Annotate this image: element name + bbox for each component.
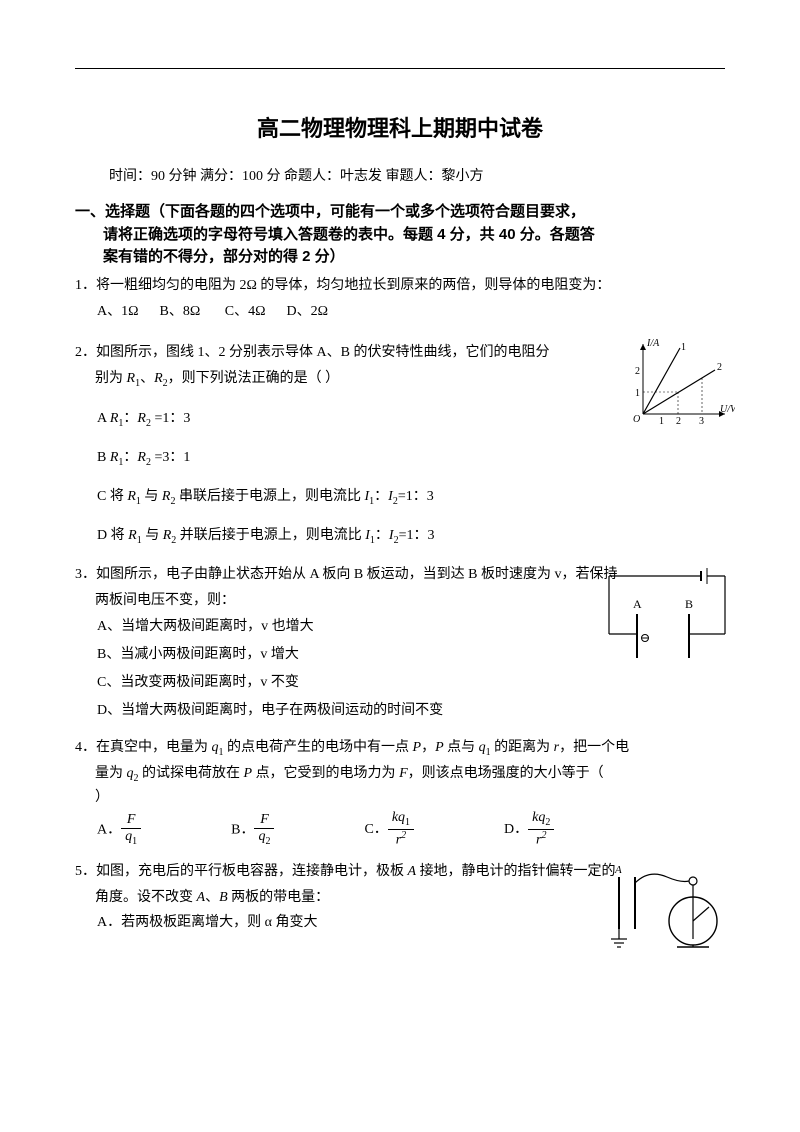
- q4-line1: 4．在真空中，电量为 q1 的点电荷产生的电场中有一点 P，P 点与 q1 的距…: [75, 735, 725, 762]
- q2-l2b: 、: [140, 371, 154, 386]
- section-head-line1: 一、选择题（下面各题的四个选项中，可能有一个或多个选项符合题目要求，: [75, 203, 585, 220]
- q2-l2c: ，则下列说法正确的是（ ）: [168, 371, 340, 386]
- q4-optB: B．Fq2: [231, 812, 274, 849]
- q2-optB: B R1：R2 =3：1: [97, 446, 725, 471]
- top-horizontal-rule: [75, 68, 725, 69]
- q3-circuit: A B: [589, 562, 739, 691]
- svg-text:2: 2: [717, 362, 722, 373]
- q4-optA: A．Fq1: [97, 812, 141, 849]
- svg-text:1: 1: [635, 388, 640, 399]
- q1-options: A、1Ω B、8Ω C、4Ω D、2Ω: [75, 299, 725, 326]
- svg-text:1: 1: [681, 342, 686, 353]
- svg-text:U/V: U/V: [720, 404, 735, 415]
- section-head-line3: 案有错的不得分，部分对的得 2 分）: [75, 248, 345, 265]
- question-4: 4．在真空中，电量为 q1 的点电荷产生的电场中有一点 P，P 点与 q1 的距…: [75, 735, 725, 850]
- page-title: 高二物理物理科上期期中试卷: [75, 110, 725, 147]
- q4-line3: ）: [75, 786, 725, 810]
- question-3: 3．如图所示，电子由静止状态开始从 A 板向 B 板运动，当到达 B 板时速度为…: [75, 562, 725, 724]
- exam-meta: 时间：90 分钟 满分：100 分 命题人：叶志发 审题人：黎小方: [109, 165, 725, 189]
- question-2: 2．如图所示，图线 1、2 分别表示导体 A、B 的伏安特性曲线，它们的电阻分 …: [75, 340, 725, 549]
- q2-graph: I/A U/V 1 2 1 2 1 2 3 O: [625, 336, 735, 437]
- svg-text:1: 1: [659, 416, 664, 427]
- svg-text:B: B: [685, 597, 693, 611]
- q4-options: A．Fq1 B．Fq2 C．kq1r2 D．kq2r2: [75, 810, 725, 849]
- question-5: 5．如图，充电后的平行板电容器，连接静电计，极板 A 接地，静电计的指针偏转一定…: [75, 859, 725, 936]
- q3-optD: D、当增大两极间距离时，电子在两极间运动的时间不变: [97, 697, 725, 725]
- svg-text:I/A: I/A: [646, 338, 660, 349]
- q2-optC: C 将 R1 与 R2 串联后接于电源上，则电流比 I1：I2=1：3: [97, 485, 725, 510]
- q2-r2: R: [154, 371, 163, 386]
- q4-optD: D．kq2r2: [504, 810, 554, 849]
- q4-line2: 量为 q2 的试探电荷放在 P 点，它受到的电场力为 F，则该点电场强度的大小等…: [75, 762, 725, 787]
- question-1: 1．将一粗细均匀的电阻为 2Ω 的导体，均匀地拉长到原来的两倍，则导体的电阻变为…: [75, 273, 725, 326]
- svg-text:2: 2: [676, 416, 681, 427]
- q4-optC: C．kq1r2: [364, 810, 414, 849]
- q1-stem: 1．将一粗细均匀的电阻为 2Ω 的导体，均匀地拉长到原来的两倍，则导体的电阻变为…: [75, 273, 725, 300]
- svg-text:A: A: [614, 864, 622, 876]
- section-head-line2: 请将正确选项的字母符号填入答题卷的表中。每题 4 分，共 40 分。各题答: [75, 226, 595, 243]
- section-header: 一、选择题（下面各题的四个选项中，可能有一个或多个选项符合题目要求， 请将正确选…: [75, 201, 725, 269]
- svg-text:3: 3: [699, 416, 704, 427]
- svg-text:2: 2: [635, 366, 640, 377]
- q2-optD: D 将 R1 与 R2 并联后接于电源上，则电流比 I1：I2=1：3: [97, 524, 725, 549]
- q2-l2a: 别为: [95, 371, 127, 386]
- svg-text:A: A: [633, 597, 642, 611]
- q5-electroscope: A: [589, 859, 739, 968]
- svg-text:O: O: [633, 414, 640, 425]
- q2-r1: R: [127, 371, 136, 386]
